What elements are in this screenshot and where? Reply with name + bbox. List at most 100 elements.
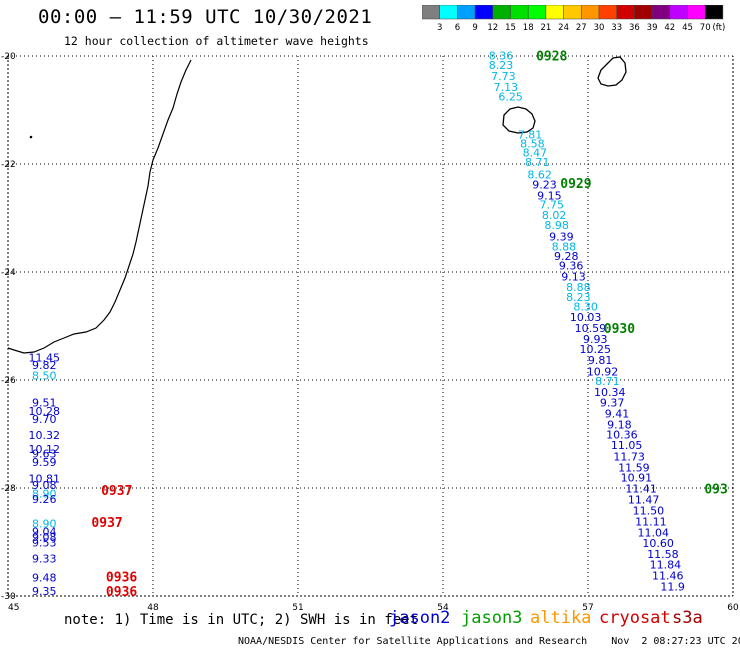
scale-swatch xyxy=(598,5,617,20)
wave-height-value: 11.41 xyxy=(625,483,657,496)
wave-height-value: 7.75 xyxy=(540,199,565,212)
scale-label: 27 xyxy=(576,23,587,33)
scale-label: 42 xyxy=(664,23,675,33)
scale-swatch xyxy=(545,5,564,20)
wave-height-value: 11.50 xyxy=(633,505,665,518)
legend-jason2: jason2 xyxy=(389,608,451,628)
scale-label: 3 xyxy=(437,23,442,33)
wave-height-value: 9.39 xyxy=(549,230,574,243)
wave-height-value: 11.05 xyxy=(611,439,643,452)
wave-height-value: 11.58 xyxy=(647,548,679,561)
scale-swatch xyxy=(422,5,440,20)
scale-swatch xyxy=(581,5,600,20)
wave-height-value: 9.48 xyxy=(32,572,57,585)
wave-height-value: 8.71 xyxy=(595,375,620,388)
lon-tick-label: 60 xyxy=(727,603,739,613)
wave-height-value: 8.23 xyxy=(566,291,591,304)
lon-tick-label: 51 xyxy=(292,603,303,613)
wave-height-value: 9.33 xyxy=(32,553,57,566)
wave-height-value: 9.04 xyxy=(32,526,57,539)
wave-height-value: 9.08 xyxy=(32,479,57,492)
wave-height-value: 10.60 xyxy=(642,537,674,550)
wave-height-value: 8.47 xyxy=(523,147,548,160)
legend-altika: altika xyxy=(530,608,592,628)
wave-height-value: 8.62 xyxy=(527,168,552,181)
wave-height-value: 11.45 xyxy=(29,351,61,364)
scale-swatch xyxy=(616,5,635,20)
footer: note: 1) Time is in UTC; 2) SWH is in fe… xyxy=(0,606,740,650)
wave-height-value: 11.73 xyxy=(613,451,645,464)
scale-label: 18 xyxy=(523,23,534,33)
wave-height-value: 11.04 xyxy=(638,526,670,539)
wave-height-value: 9.70 xyxy=(32,413,57,426)
wave-height-value: 10.12 xyxy=(29,443,61,456)
legend-cryosat: cryosat xyxy=(599,608,671,628)
wave-height-value: 9.36 xyxy=(559,260,584,273)
coastline-layer xyxy=(7,56,627,354)
lat-tick-label: -22 xyxy=(1,160,16,170)
wave-height-value: 9.81 xyxy=(588,354,613,367)
wave-height-value: 9.26 xyxy=(32,493,57,506)
wave-height-value: 8.50 xyxy=(32,370,57,383)
scale-label: 33 xyxy=(611,23,622,33)
wave-height-value: 11.11 xyxy=(635,515,667,528)
wave-height-value: 10.28 xyxy=(29,405,61,418)
wave-height-value: 10.03 xyxy=(570,311,602,324)
wave-height-value: 10.25 xyxy=(580,343,612,356)
wave-height-value: 10.91 xyxy=(621,472,653,485)
wave-height-value: 9.51 xyxy=(32,397,57,410)
legend-jason3: jason3 xyxy=(461,608,523,628)
lat-lon-grid xyxy=(7,55,734,597)
wave-height-value: 8.88 xyxy=(552,241,577,254)
wave-height-value: 9.08 xyxy=(32,531,57,544)
scale-label: 15 xyxy=(505,23,516,33)
wave-height-value: 9.18 xyxy=(607,418,632,431)
wave-height-value: 10.32 xyxy=(29,429,61,442)
scale-swatch xyxy=(527,5,547,20)
madagascar-coastline xyxy=(7,59,192,354)
wave-height-value: 7.73 xyxy=(491,70,516,83)
lat-tick-label: -20 xyxy=(1,52,16,62)
scale-label: 9 xyxy=(472,23,477,33)
wave-height-value: 8.88 xyxy=(566,281,591,294)
wave-height-value: 9.35 xyxy=(32,585,57,598)
scale-label: 39 xyxy=(647,23,658,33)
wave-height-value: 11.46 xyxy=(652,569,684,582)
wave-height-value: 8.30 xyxy=(573,301,598,314)
wave-height-value: 9.59 xyxy=(32,456,57,469)
lat-tick-label: -24 xyxy=(1,268,16,278)
mauritius-island-coastline xyxy=(597,56,627,87)
wave-height-value: 8.58 xyxy=(520,137,545,150)
wave-height-value: 8.71 xyxy=(525,156,550,169)
scale-swatch xyxy=(704,5,724,20)
wave-height-value: 10.34 xyxy=(594,386,626,399)
lon-tick-label: 45 xyxy=(8,603,19,613)
wave-height-value: 7.81 xyxy=(518,128,543,141)
scale-swatch xyxy=(634,5,653,20)
wave-height-value: 10.81 xyxy=(29,472,61,485)
pass-time-label: 0937 xyxy=(101,484,132,499)
scale-swatch xyxy=(687,5,706,20)
pass-time-label: 0937 xyxy=(91,516,122,531)
footer-note: note: 1) Time is in UTC; 2) SWH is in fe… xyxy=(64,612,419,628)
wave-height-value: 8.23 xyxy=(489,59,514,72)
wave-height-value: 11.9 xyxy=(660,580,685,593)
wave-height-value: 11.59 xyxy=(618,461,650,474)
map-subtitle: 12 hour collection of altimeter wave hei… xyxy=(64,34,369,48)
axis-tick-labels: 45 48 51 54 57 60 -20 -22 -24 -26 -28 -30 xyxy=(1,52,739,613)
wave-height-color-scale: 3 6 9 12 15 18 21 24 27 30 33 36 39 42 45 70 (ft) xyxy=(422,5,725,33)
legend-s3a: s3a xyxy=(672,608,703,628)
scale-label: 45 xyxy=(682,23,693,33)
scale-label: 70 xyxy=(700,23,711,33)
wave-height-value: 9.41 xyxy=(605,407,630,420)
scale-label: 24 xyxy=(558,23,569,33)
wave-height-value: 6.25 xyxy=(498,91,523,104)
wave-height-value: 9.37 xyxy=(600,397,625,410)
scale-label: 30 xyxy=(594,23,605,33)
scale-swatch xyxy=(563,5,582,20)
wave-height-value: 9.53 xyxy=(32,537,57,550)
wave-height-value: 11.47 xyxy=(628,493,660,506)
scale-swatch xyxy=(651,5,671,20)
